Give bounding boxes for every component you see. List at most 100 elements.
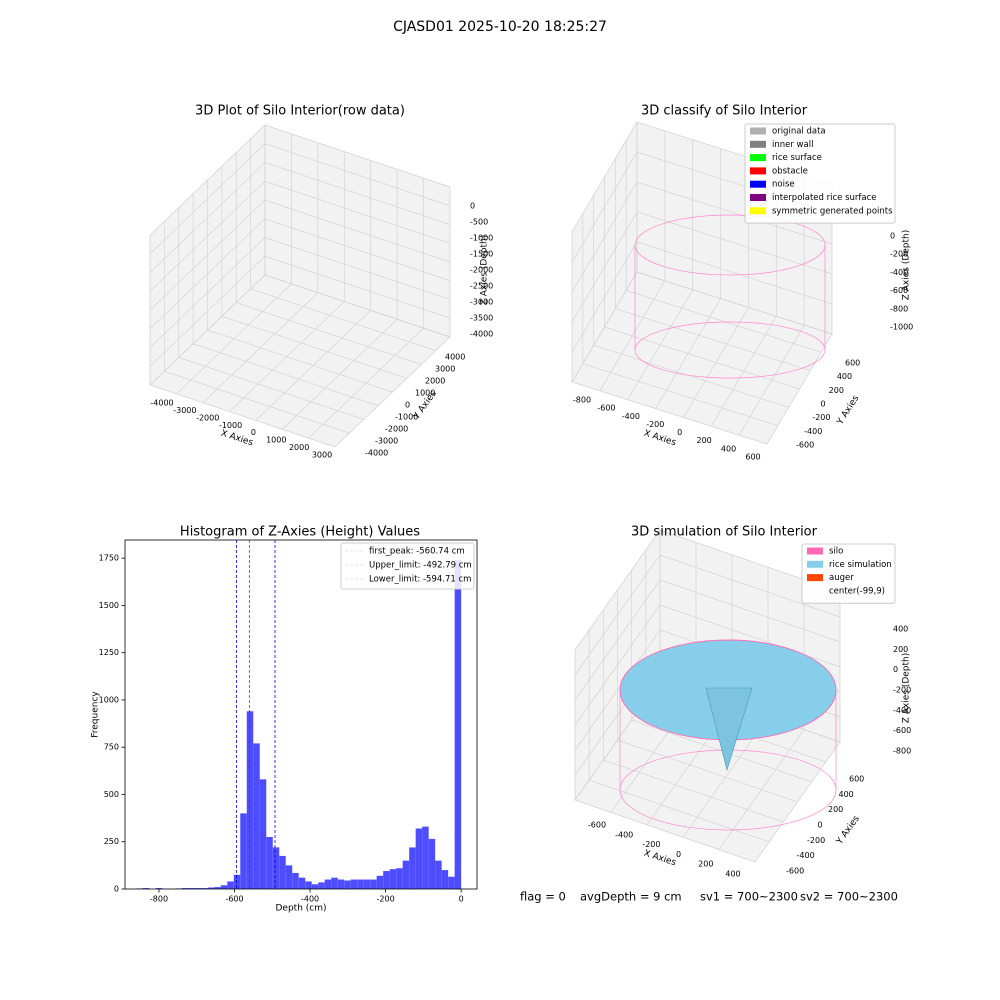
grid-line bbox=[236, 302, 422, 365]
histogram-bar bbox=[396, 868, 403, 889]
y-tick-label: 200 bbox=[829, 386, 844, 395]
y-tick-label: -2000 bbox=[385, 425, 408, 434]
y-tick-label: 0 bbox=[114, 885, 119, 894]
z-tick-label: -200 bbox=[890, 250, 908, 259]
histogram-bar bbox=[370, 879, 377, 889]
grid-line bbox=[626, 289, 822, 353]
grid-line bbox=[571, 181, 638, 293]
legend-swatch bbox=[807, 574, 823, 582]
legend-swatch bbox=[750, 167, 766, 175]
z-tick-label: -200 bbox=[893, 686, 911, 695]
legend-label: noise bbox=[772, 180, 795, 190]
grid-line bbox=[149, 162, 266, 273]
grid-line bbox=[574, 604, 661, 726]
z-tick-label: -3500 bbox=[470, 314, 493, 323]
decoration bbox=[619, 214, 837, 831]
x-tick-label: -600 bbox=[588, 821, 606, 830]
y-tick-label: -400 bbox=[804, 427, 822, 436]
x-tick-label: -3000 bbox=[173, 406, 196, 415]
histogram-bar bbox=[357, 879, 364, 889]
grid-line bbox=[604, 326, 800, 390]
x-tick-label: 2000 bbox=[289, 443, 309, 452]
x-tick-label: 600 bbox=[745, 453, 760, 462]
y-tick-label: 1250 bbox=[99, 648, 119, 657]
z-tick-label: -1000 bbox=[470, 234, 493, 243]
grid-line bbox=[574, 554, 661, 676]
grid-line bbox=[264, 143, 451, 207]
grid-line bbox=[636, 271, 833, 335]
z-tick-label: -3000 bbox=[470, 298, 493, 307]
grid-line bbox=[221, 315, 407, 379]
histogram-bar bbox=[220, 885, 228, 889]
x-tick-label: -200 bbox=[646, 420, 664, 429]
histogram-bar bbox=[448, 876, 455, 889]
grid-line bbox=[149, 143, 266, 255]
histogram-bar bbox=[155, 888, 163, 889]
silo-outline bbox=[705, 687, 753, 772]
z-tick-label: -1000 bbox=[890, 323, 913, 332]
z-tick-label: -4000 bbox=[470, 330, 493, 339]
x-tick-label: -800 bbox=[573, 396, 591, 405]
legend-label: Lower_limit: -594.71 cm bbox=[369, 575, 471, 585]
histogram-bar bbox=[435, 860, 442, 889]
histogram-bar bbox=[181, 888, 189, 889]
y-tick-label: -1000 bbox=[395, 413, 418, 422]
z-tick-label: -800 bbox=[893, 747, 911, 756]
histogram-bar bbox=[214, 887, 221, 889]
y-tick-label: 1500 bbox=[99, 601, 119, 610]
grid-line bbox=[574, 529, 661, 651]
grid-line bbox=[659, 579, 841, 643]
z-tick-label: -400 bbox=[890, 268, 908, 277]
status-text: flag = 0 bbox=[520, 890, 566, 904]
x-tick-label: 0 bbox=[677, 428, 682, 437]
legend-label: first_peak: -560.74 cm bbox=[369, 547, 465, 557]
z-tick-label: 0 bbox=[470, 202, 475, 211]
legend-label: auger bbox=[829, 573, 854, 583]
grid-line bbox=[574, 579, 661, 701]
grid-line bbox=[571, 151, 638, 263]
x-tick-label: -4000 bbox=[150, 399, 173, 408]
histogram-bar bbox=[142, 888, 150, 889]
histogram-bar bbox=[233, 874, 241, 889]
histogram-bar bbox=[259, 779, 267, 889]
grid-line bbox=[264, 255, 451, 319]
grid-line bbox=[631, 719, 812, 783]
x-tick-label: -2000 bbox=[196, 413, 219, 422]
legend-swatch bbox=[750, 140, 766, 148]
grid-line bbox=[193, 343, 379, 407]
legend-label: symmetric generated points bbox=[772, 206, 893, 216]
x-tick-label: -600 bbox=[597, 404, 615, 413]
histogram-bar bbox=[227, 881, 234, 889]
legend-label: interpolated rice surface bbox=[772, 193, 877, 203]
grid-line bbox=[149, 180, 266, 292]
grid-line bbox=[636, 181, 833, 245]
y-tick-label: 2000 bbox=[425, 377, 445, 386]
x-tick-label: 200 bbox=[697, 436, 712, 445]
z-tick-label: 0 bbox=[893, 665, 898, 674]
grid-line bbox=[574, 799, 756, 863]
y-tick-label: 600 bbox=[849, 775, 864, 784]
grid-line bbox=[264, 218, 451, 282]
y-tick-label: -600 bbox=[786, 867, 804, 876]
grid-line bbox=[264, 180, 451, 244]
grid-line bbox=[149, 199, 266, 311]
x-tick-label: -800 bbox=[150, 895, 168, 904]
y-tick-label: 0 bbox=[818, 821, 823, 830]
histogram-bar bbox=[441, 870, 449, 889]
z-tick-label: -800 bbox=[890, 304, 908, 313]
y-tick-label: -3000 bbox=[375, 437, 398, 446]
status-text: sv2 = 700~2300 bbox=[800, 890, 898, 904]
histogram-bar bbox=[246, 711, 254, 889]
grid-line bbox=[615, 308, 811, 372]
chart-title: 3D simulation of Silo Interior bbox=[631, 525, 818, 540]
grid-line bbox=[149, 274, 266, 386]
x-tick-label: -400 bbox=[622, 412, 640, 421]
grid-line bbox=[659, 554, 841, 618]
grid-line bbox=[589, 779, 770, 843]
plot-frame bbox=[124, 539, 478, 890]
histogram-bar bbox=[201, 888, 208, 889]
grid-line bbox=[659, 604, 841, 668]
grid-line bbox=[571, 271, 638, 383]
y-tick-label: 600 bbox=[845, 359, 860, 368]
